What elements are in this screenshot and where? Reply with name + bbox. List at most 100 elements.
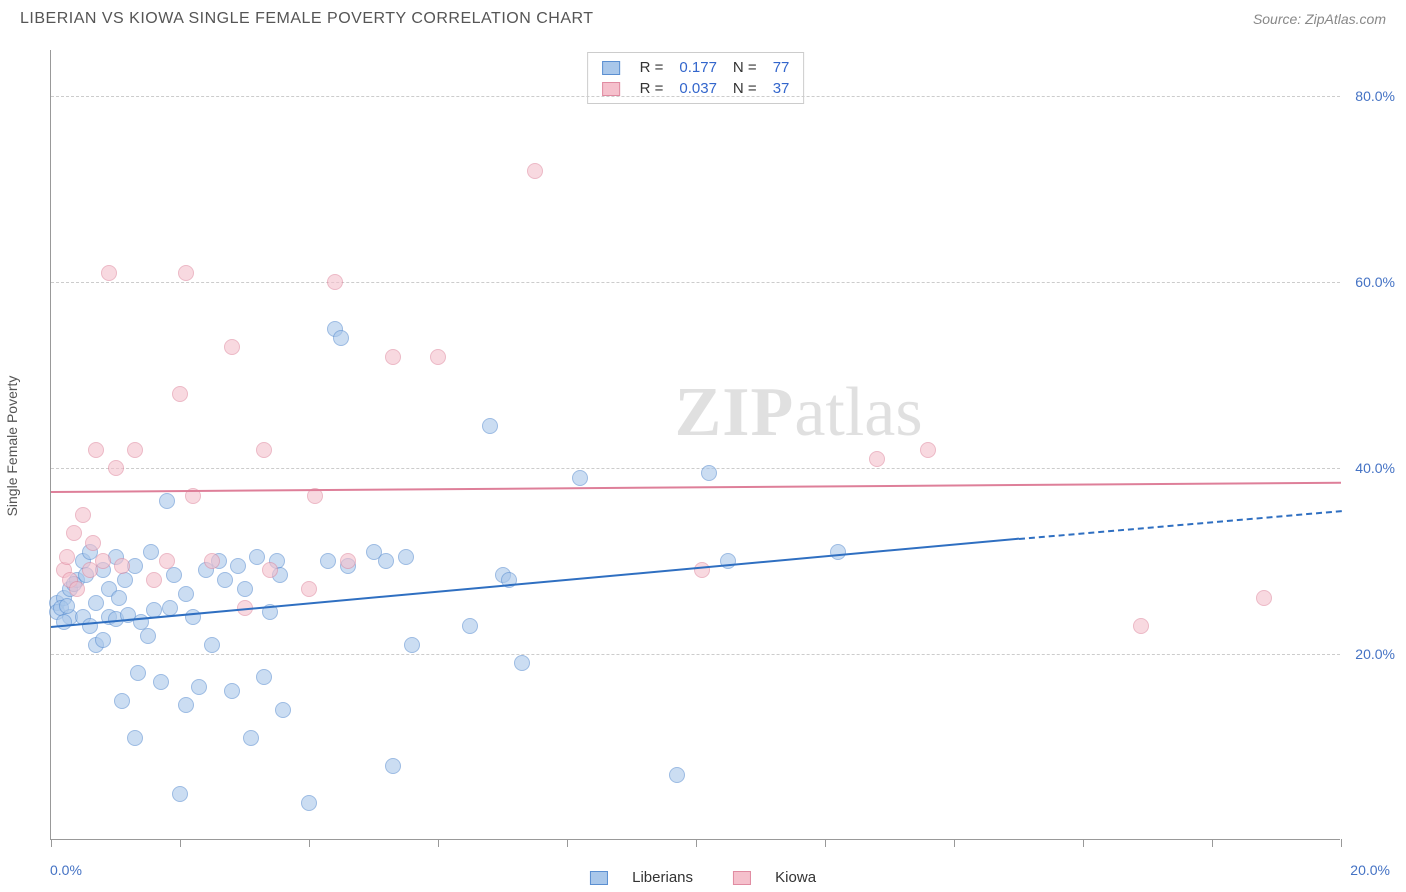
data-point [204, 553, 220, 569]
grid-line [51, 282, 1340, 283]
legend-stat-row: R =0.177N =77 [594, 57, 798, 78]
x-tick [1212, 839, 1213, 847]
data-point [75, 507, 91, 523]
legend-swatch [602, 82, 620, 96]
data-point [172, 386, 188, 402]
plot-area: ZIPatlas R =0.177N =77R =0.037N =37 20.0… [50, 50, 1340, 840]
data-point [327, 274, 343, 290]
grid-line [51, 96, 1340, 97]
x-tick [825, 839, 826, 847]
data-point [127, 442, 143, 458]
data-point [185, 609, 201, 625]
data-point [378, 553, 394, 569]
legend-item: Kiowa [723, 869, 826, 886]
data-point [1133, 618, 1149, 634]
data-point [1256, 590, 1272, 606]
data-point [95, 632, 111, 648]
x-tick [180, 839, 181, 847]
trend-line [51, 482, 1341, 493]
data-point [385, 349, 401, 365]
data-point [404, 637, 420, 653]
data-point [114, 693, 130, 709]
data-point [514, 655, 530, 671]
legend-r-label: R = [632, 57, 672, 78]
data-point [572, 470, 588, 486]
data-point [159, 553, 175, 569]
grid-line [51, 654, 1340, 655]
data-point [146, 572, 162, 588]
data-point [256, 669, 272, 685]
x-tick [309, 839, 310, 847]
data-point [275, 702, 291, 718]
data-point [66, 525, 82, 541]
data-point [114, 558, 130, 574]
x-tick [567, 839, 568, 847]
data-point [204, 637, 220, 653]
x-tick [696, 839, 697, 847]
y-tick-label: 60.0% [1355, 274, 1395, 290]
data-point [243, 730, 259, 746]
data-point [88, 442, 104, 458]
y-tick-label: 40.0% [1355, 460, 1395, 476]
data-point [88, 595, 104, 611]
y-tick-label: 20.0% [1355, 646, 1395, 662]
data-point [482, 418, 498, 434]
legend-n-value: 77 [765, 57, 798, 78]
x-tick [954, 839, 955, 847]
data-point [108, 460, 124, 476]
data-point [178, 586, 194, 602]
data-point [143, 544, 159, 560]
data-point [462, 618, 478, 634]
chart-title: LIBERIAN VS KIOWA SINGLE FEMALE POVERTY … [20, 10, 594, 28]
legend-series-name: Kiowa [775, 869, 816, 886]
x-max-label: 20.0% [1350, 862, 1390, 878]
data-point [111, 590, 127, 606]
data-point [527, 163, 543, 179]
grid-line [51, 468, 1340, 469]
watermark: ZIPatlas [675, 373, 923, 453]
y-tick-label: 80.0% [1355, 88, 1395, 104]
data-point [101, 265, 117, 281]
data-point [830, 544, 846, 560]
data-point [694, 562, 710, 578]
data-point [127, 730, 143, 746]
data-point [69, 581, 85, 597]
chart-header: LIBERIAN VS KIOWA SINGLE FEMALE POVERTY … [0, 0, 1406, 36]
legend-swatch [733, 871, 751, 885]
data-point [701, 465, 717, 481]
data-point [95, 553, 111, 569]
data-point [59, 549, 75, 565]
data-point [82, 618, 98, 634]
data-point [224, 683, 240, 699]
x-tick [438, 839, 439, 847]
trend-line-extrapolated [1018, 510, 1341, 540]
data-point [162, 600, 178, 616]
data-point [301, 581, 317, 597]
data-point [301, 795, 317, 811]
legend-series: Liberians Kiowa [570, 869, 836, 886]
data-point [869, 451, 885, 467]
data-point [140, 628, 156, 644]
legend-swatch [602, 61, 620, 75]
data-point [217, 572, 233, 588]
data-point [172, 786, 188, 802]
data-point [340, 553, 356, 569]
legend-item: Liberians [580, 869, 703, 886]
data-point [230, 558, 246, 574]
data-point [85, 535, 101, 551]
data-point [385, 758, 401, 774]
legend-n-label: N = [725, 57, 765, 78]
data-point [178, 265, 194, 281]
data-point [224, 339, 240, 355]
data-point [430, 349, 446, 365]
data-point [130, 665, 146, 681]
watermark-light: atlas [794, 374, 922, 451]
data-point [159, 493, 175, 509]
data-point [59, 598, 75, 614]
x-tick [51, 839, 52, 847]
data-point [320, 553, 336, 569]
watermark-bold: ZIP [675, 374, 795, 451]
x-tick [1083, 839, 1084, 847]
legend-series-name: Liberians [632, 869, 693, 886]
data-point [669, 767, 685, 783]
